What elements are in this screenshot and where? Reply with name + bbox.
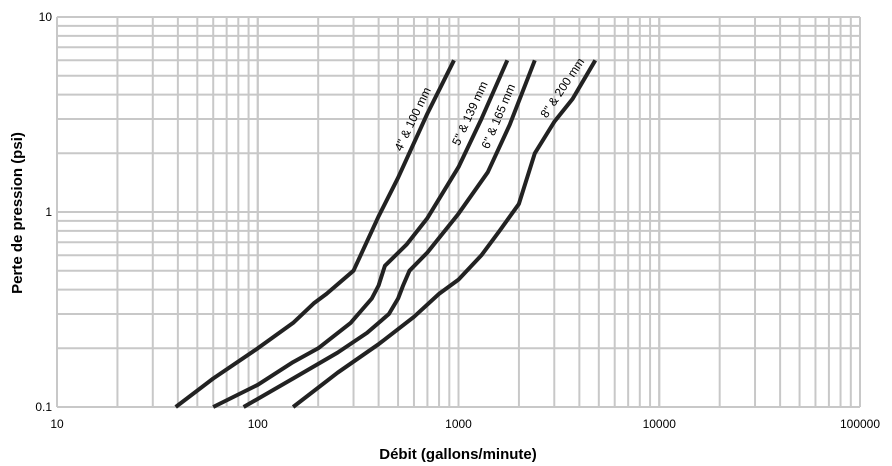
y-tick-label: 10 bbox=[39, 10, 53, 24]
y-tick-label: 1 bbox=[45, 205, 52, 219]
x-tick-label: 10000 bbox=[643, 417, 677, 431]
x-tick-labels: 10 100 1000 10000 100000 bbox=[50, 417, 880, 431]
x-tick-label: 100000 bbox=[840, 417, 880, 431]
series-line-2 bbox=[212, 59, 510, 409]
series-line-4 bbox=[291, 59, 598, 409]
series-line-3 bbox=[242, 59, 537, 409]
x-tick-label: 100 bbox=[248, 417, 268, 431]
x-tick-label: 1000 bbox=[445, 417, 472, 431]
x-axis-title: Débit (gallons/minute) bbox=[379, 446, 537, 463]
x-tick-label: 10 bbox=[50, 417, 64, 431]
y-tick-label: 0.1 bbox=[35, 400, 52, 414]
y-tick-labels: 0.1 1 10 bbox=[35, 10, 52, 414]
curves bbox=[174, 59, 598, 409]
y-axis-title: Perte de pression (psi) bbox=[9, 132, 26, 294]
series-line-1 bbox=[174, 59, 456, 409]
